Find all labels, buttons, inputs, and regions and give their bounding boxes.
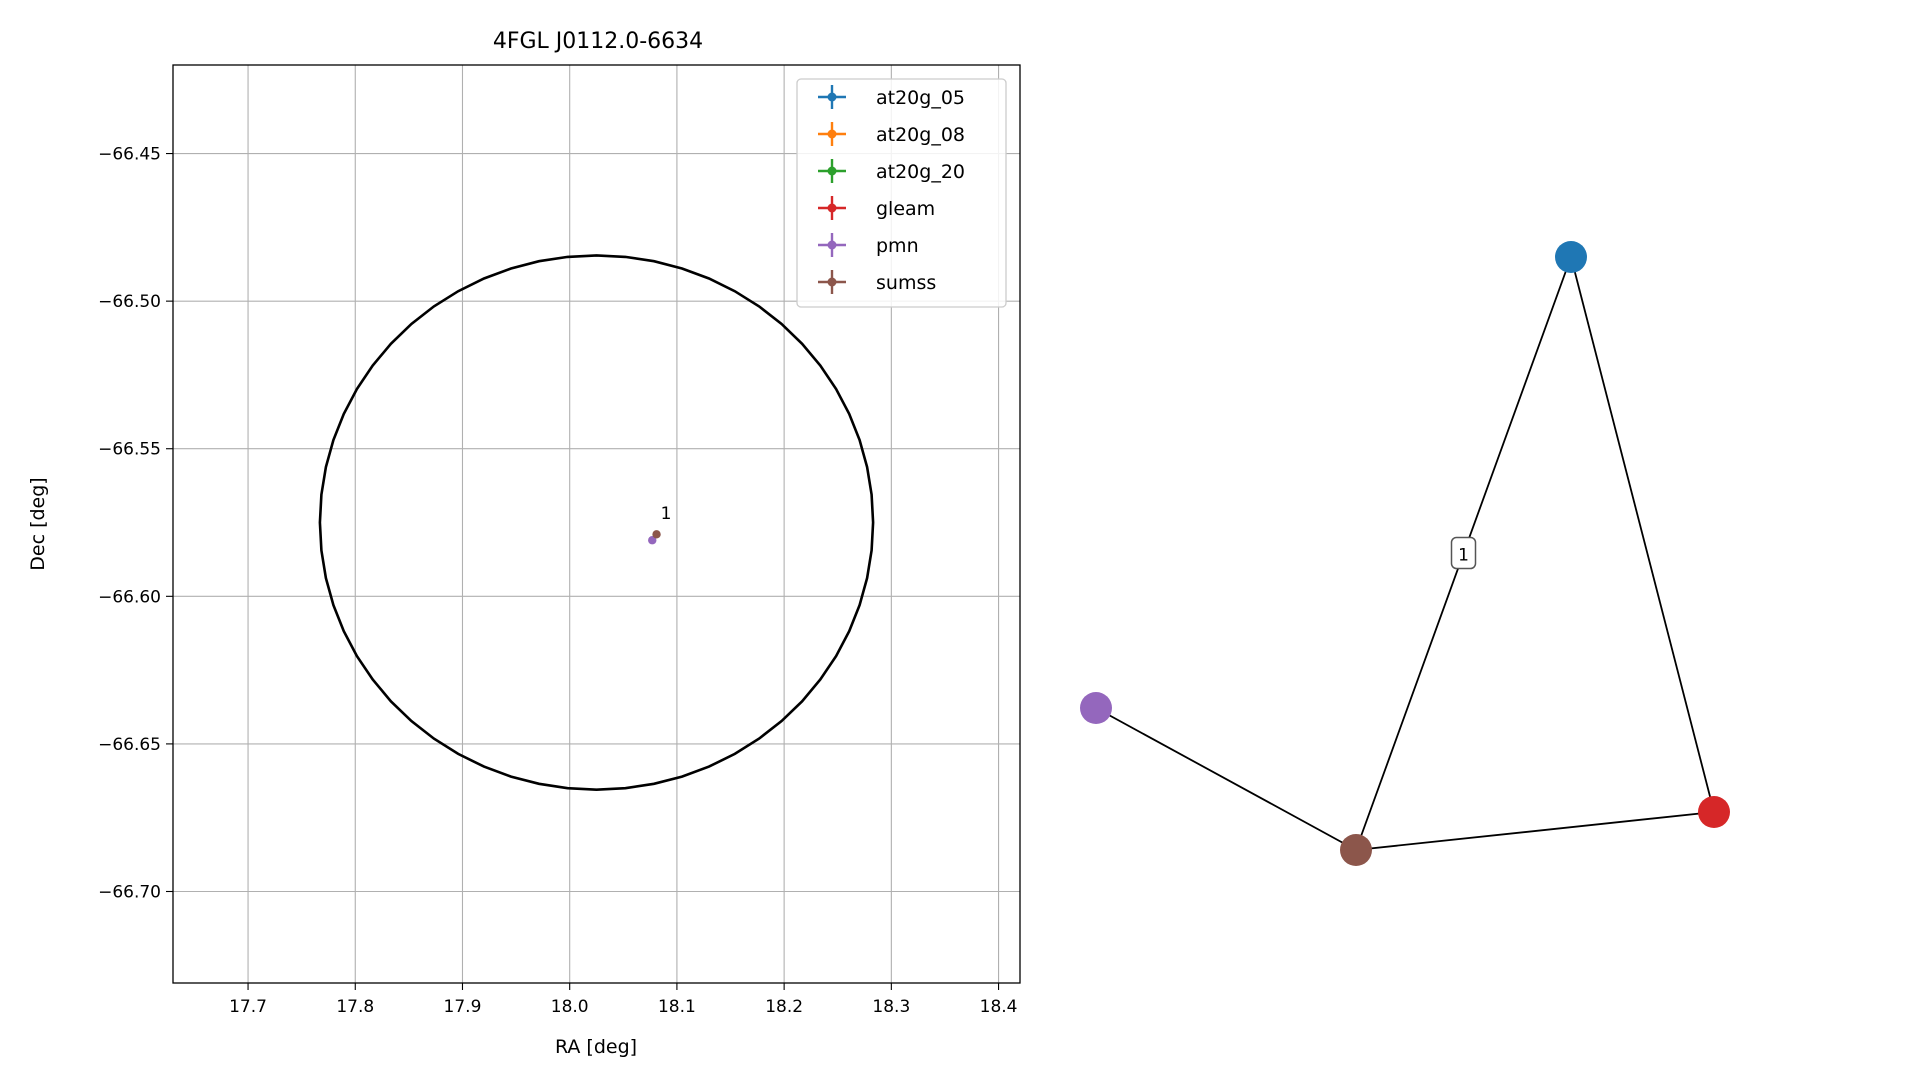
y-tick-label: −66.45	[98, 145, 161, 165]
legend-item-gleam: gleam	[818, 196, 935, 220]
node-at20g_05	[1555, 241, 1587, 273]
legend-label: pmn	[876, 235, 919, 257]
network-panel: 1	[1080, 241, 1730, 866]
x-tick-label: 17.9	[444, 997, 482, 1017]
y-axis-label: Dec [deg]	[27, 477, 49, 570]
legend-label: at20g_20	[876, 161, 965, 183]
node-gleam	[1698, 796, 1730, 828]
edge-pmn-sumss	[1095, 707, 1357, 851]
x-tick-label: 18.3	[872, 997, 910, 1017]
edge-sumss-gleam	[1355, 811, 1715, 851]
x-axis-ticks: 17.7 17.8 17.9 18.0 18.1 18.2 18.3 18.4	[229, 983, 1017, 1017]
x-tick-label: 17.8	[336, 997, 374, 1017]
error-ellipse	[318, 254, 875, 792]
grid-lines	[173, 65, 1020, 983]
x-tick-label: 18.4	[980, 997, 1018, 1017]
legend-item-at20g_08: at20g_08	[818, 122, 965, 146]
legend-item-sumss: sumss	[818, 270, 936, 294]
x-tick-label: 18.0	[551, 997, 589, 1017]
legend-label: sumss	[876, 272, 936, 294]
legend-marker-dot	[827, 129, 837, 139]
legend-marker-dot	[827, 166, 837, 176]
network-edge-labels: 1	[1450, 536, 1477, 570]
legend-marker-dot	[827, 203, 837, 213]
edge-label-box	[1450, 536, 1477, 570]
legend-item-at20g_05: at20g_05	[818, 85, 965, 109]
edge-label: 1	[1458, 546, 1469, 566]
legend-label: at20g_05	[876, 87, 965, 109]
node-sumss	[1340, 834, 1372, 866]
plot-frame	[172, 64, 1021, 984]
annotations: 1	[661, 504, 672, 524]
legend-item-pmn: pmn	[818, 233, 919, 257]
node-pmn	[1080, 692, 1112, 724]
point-pmn	[648, 536, 657, 545]
chart-title: 4FGL J0112.0-6634	[493, 29, 703, 54]
network-nodes	[1080, 241, 1730, 866]
legend-marker-dot	[827, 92, 837, 102]
y-tick-label: −66.55	[98, 440, 161, 460]
y-tick-label: −66.70	[98, 882, 161, 902]
data-points	[648, 530, 661, 545]
x-axis-label: RA [deg]	[555, 1036, 637, 1058]
legend-marker-dot	[827, 240, 837, 250]
x-tick-label: 17.7	[229, 997, 267, 1017]
scatter-panel: 4FGL J0112.0-6634 17.7 17.8 17.9 18.0 18.1 18…	[27, 29, 1021, 1058]
point-sumss	[652, 530, 661, 539]
point-annotation: 1	[661, 504, 672, 524]
legend-label: at20g_08	[876, 124, 965, 146]
legend-item-at20g_20: at20g_20	[818, 159, 965, 183]
edge-at20g_05-gleam	[1570, 256, 1715, 813]
y-tick-label: −66.50	[98, 292, 161, 312]
legend-box	[796, 78, 1007, 308]
legend-label: gleam	[876, 198, 935, 220]
y-tick-label: −66.60	[98, 587, 161, 607]
y-axis-ticks: −66.45 −66.50 −66.55 −66.60 −66.65 −66.70	[98, 145, 173, 902]
legend-marker-dot	[827, 277, 837, 287]
y-tick-label: −66.65	[98, 735, 161, 755]
x-tick-label: 18.2	[765, 997, 803, 1017]
network-edges	[1095, 256, 1715, 851]
x-tick-label: 18.1	[658, 997, 696, 1017]
